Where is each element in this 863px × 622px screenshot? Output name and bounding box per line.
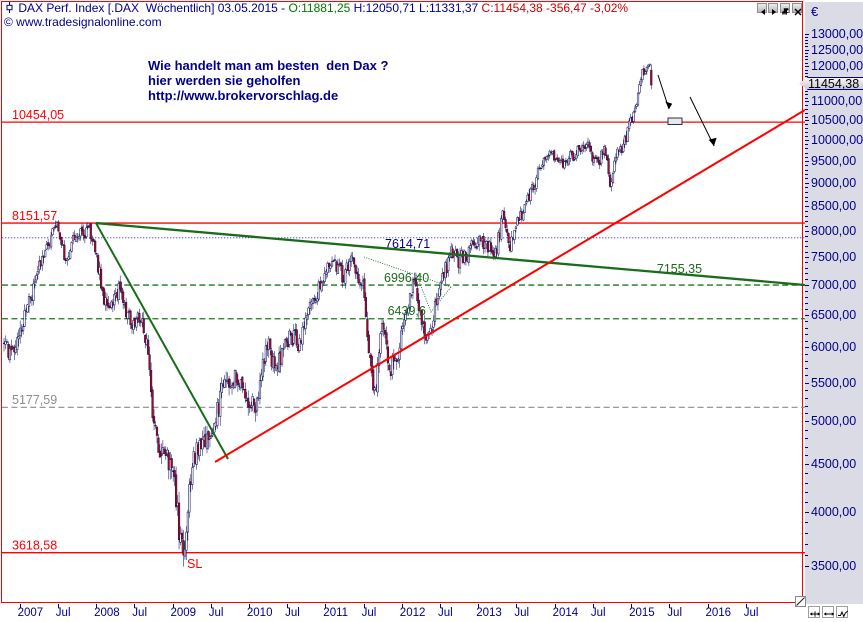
svg-text:3618,58: 3618,58: [12, 539, 57, 553]
svg-text:SL: SL: [187, 557, 202, 571]
svg-text:6996,40: 6996,40: [384, 271, 429, 285]
svg-text:8151,57: 8151,57: [12, 209, 57, 223]
svg-text:5177,59: 5177,59: [12, 393, 57, 407]
svg-text:10454,05: 10454,05: [12, 108, 64, 122]
svg-text:6439,6: 6439,6: [388, 304, 426, 318]
